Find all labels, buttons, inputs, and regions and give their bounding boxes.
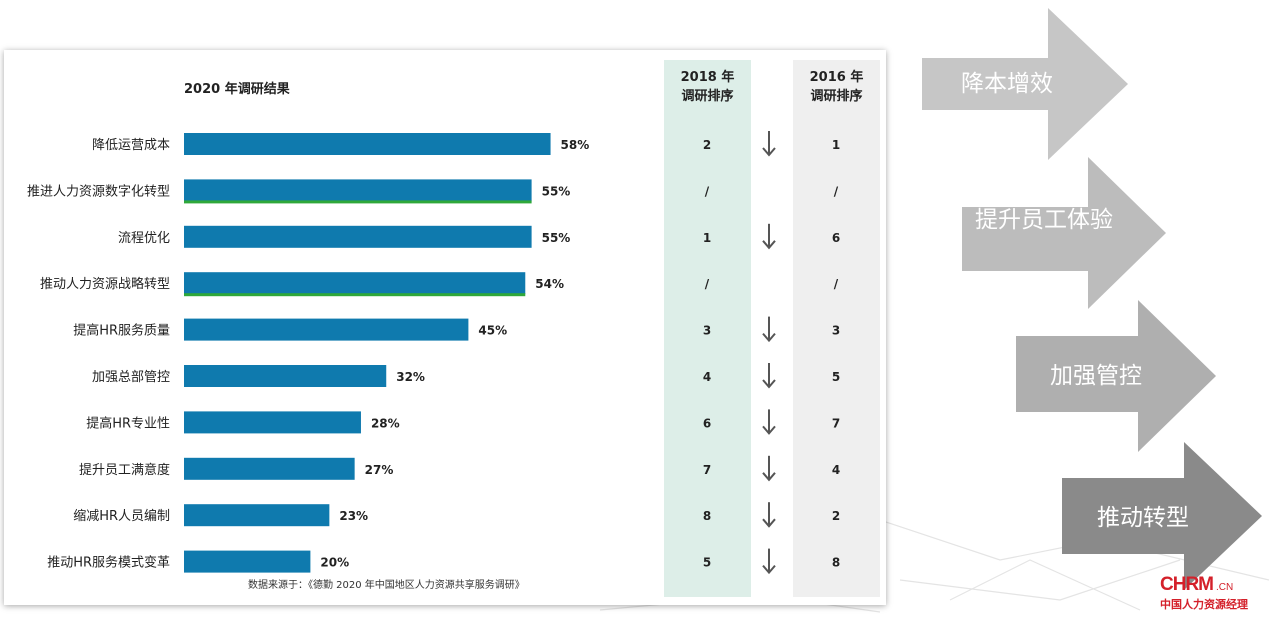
rank-2016-value: 1 <box>832 138 840 152</box>
value-label: 58% <box>561 138 590 152</box>
arrow-shape-4 <box>1062 442 1262 590</box>
rank-2018-value: / <box>705 277 710 291</box>
survey-card: 2018 年 调研排序 2016 年 调研排序 2020 年调研结果 降低运营成… <box>4 50 886 605</box>
chart-title: 2020 年调研结果 <box>184 82 290 97</box>
down-arrow-head-icon <box>762 332 776 343</box>
bar <box>184 272 526 295</box>
category-label: 提高HR专业性 <box>86 415 170 431</box>
arrow-shape-2 <box>962 157 1166 309</box>
logo-sub: 中国人力资源经理 <box>1160 598 1248 611</box>
down-arrow-head-icon <box>762 147 776 157</box>
rank-2016-value: 6 <box>832 231 840 245</box>
bar <box>184 504 330 527</box>
value-label: 45% <box>478 324 507 338</box>
value-label: 32% <box>396 370 425 384</box>
value-label: 27% <box>365 463 394 477</box>
category-label: 流程优化 <box>118 231 170 246</box>
rank-2016-header-line1: 2016 年 <box>809 70 864 85</box>
rank-2018-value: 4 <box>703 370 711 384</box>
rank-2018-value: / <box>705 184 710 198</box>
down-arrow-head-icon <box>762 425 776 435</box>
rank-2016-value: / <box>834 184 839 198</box>
rank-2018-value: 5 <box>703 556 711 570</box>
rank-2016-value: 2 <box>832 509 840 523</box>
value-label: 20% <box>320 556 349 570</box>
logo-main: CHRM <box>1160 574 1214 595</box>
bar-chart: 降低运营成本 58% 2 1 推进人力资源数字化转型 55% / / 流程优化 55% 1 6 推动人力… <box>27 131 840 575</box>
bar-underline <box>184 200 532 204</box>
rank-2018-value: 1 <box>703 231 711 245</box>
down-arrow-head-icon <box>762 240 776 250</box>
category-label: 推动人力资源战略转型 <box>40 276 170 292</box>
arrow-shape-3 <box>1016 300 1216 452</box>
down-arrow-head-icon <box>762 472 776 482</box>
logo-suffix: .CN <box>1216 582 1234 593</box>
rank-2016-header-line2: 调研排序 <box>810 89 863 104</box>
rank-2016-header: 2016 年 调研排序 <box>793 68 880 106</box>
rank-2018-value: 3 <box>703 324 711 338</box>
down-arrow-head-icon <box>762 564 776 575</box>
bar <box>184 457 355 480</box>
bar <box>184 133 551 155</box>
rank-2016-column <box>793 60 880 597</box>
value-label: 55% <box>542 184 571 198</box>
bar <box>184 225 532 248</box>
rank-2018-header-line2: 调研排序 <box>681 89 734 104</box>
bar <box>184 550 311 573</box>
rank-2018-header: 2018 年 调研排序 <box>664 68 751 106</box>
chrm-logo: CHRM .CN 中国人力资源经理 <box>1160 574 1260 614</box>
value-label: 55% <box>542 231 571 245</box>
rank-2018-value: 8 <box>703 509 711 523</box>
rank-2018-value: 7 <box>703 463 711 477</box>
value-label: 54% <box>535 277 564 291</box>
arrow-label-1: 降本增效 <box>961 71 1053 97</box>
rank-2018-header-line1: 2018 年 <box>680 70 735 85</box>
bar <box>184 411 361 434</box>
rank-2018-value: 6 <box>703 416 711 430</box>
bar-underline <box>184 293 526 297</box>
rank-2016-value: 4 <box>832 463 840 477</box>
value-label: 28% <box>371 416 400 430</box>
bar <box>184 179 532 202</box>
category-label: 缩减HR人员编制 <box>73 508 170 524</box>
rank-2016-value: 3 <box>832 324 840 338</box>
rank-2016-value: / <box>834 277 839 291</box>
bar <box>184 318 469 341</box>
rank-2016-value: 5 <box>832 370 840 384</box>
bar <box>184 365 387 387</box>
value-label: 23% <box>339 509 368 523</box>
rank-2018-value: 2 <box>703 138 711 152</box>
down-arrow-head-icon <box>762 518 776 528</box>
category-label: 提升员工满意度 <box>79 462 170 478</box>
source-note: 数据来源于：《德勤 2020 年中国地区人力资源共享服务调研》 <box>248 580 525 591</box>
arrow-label-4: 推动转型 <box>1097 505 1189 531</box>
rank-2016-value: 8 <box>832 556 840 570</box>
rank-2018-column <box>664 60 751 597</box>
category-label: 推进人力资源数字化转型 <box>27 184 170 199</box>
arrow-shape-1 <box>922 8 1128 160</box>
category-label: 降低运营成本 <box>92 138 170 153</box>
category-label: 提高HR服务质量 <box>73 323 170 339</box>
down-arrow-head-icon <box>762 379 776 389</box>
rank-2016-value: 7 <box>832 416 840 430</box>
category-label: 加强总部管控 <box>92 370 170 385</box>
arrow-label-2: 提升员工体验 <box>975 207 1113 233</box>
arrow-label-3: 加强管控 <box>1050 363 1142 389</box>
category-label: 推动HR服务模式变革 <box>47 555 170 571</box>
